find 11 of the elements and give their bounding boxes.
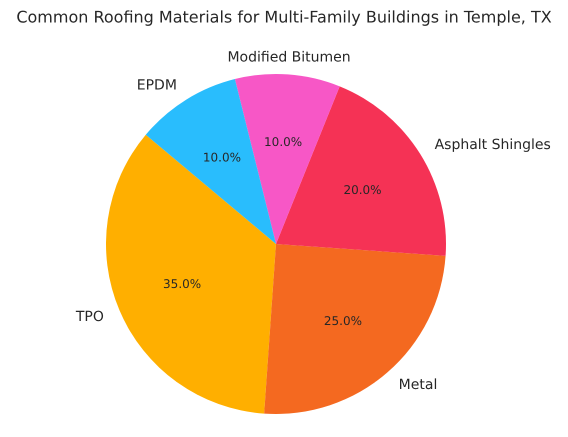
chart-title: Common Roofing Materials for Multi-Family Buildings in Temple, TX — [16, 8, 552, 26]
slice-label: TPO — [74, 309, 104, 326]
slice-label: Modified Bitumen — [227, 49, 351, 66]
slice-label: EPDM — [136, 77, 177, 94]
slice-label: Asphalt Shingles — [434, 136, 551, 153]
data-label: 10.0% — [202, 150, 242, 164]
data-label: 20.0% — [343, 182, 382, 197]
data-label: 35.0% — [163, 276, 202, 291]
slice-label: Metal — [398, 377, 438, 394]
data-label: 25.0% — [324, 314, 362, 328]
data-label: 10.0% — [264, 135, 302, 150]
